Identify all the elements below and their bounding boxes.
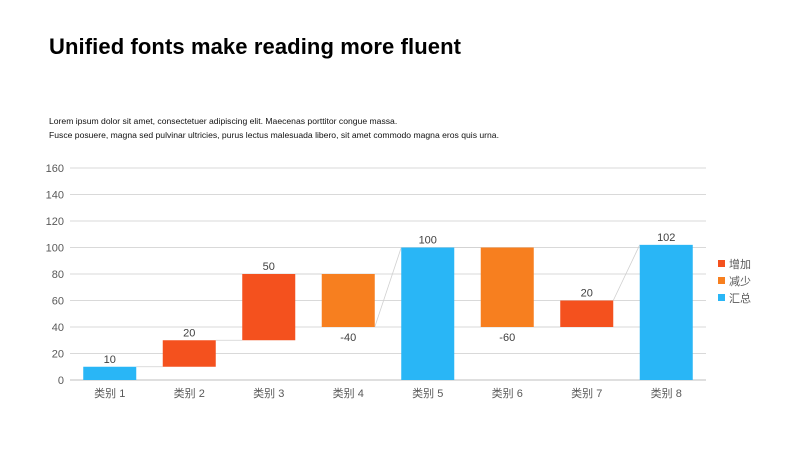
- x-tick-label: 类别 7: [571, 386, 602, 400]
- x-tick-label: 类别 8: [651, 386, 682, 400]
- slide-title: Unified fonts make reading more fluent: [49, 34, 462, 59]
- x-tick-label: 类别 4: [333, 386, 364, 400]
- y-tick-label: 60: [52, 296, 64, 308]
- legend-swatch-increase: [718, 260, 725, 267]
- legend-swatch-total: [718, 294, 725, 301]
- data-label: 102: [657, 232, 675, 244]
- bar-increase: [162, 340, 216, 367]
- x-tick-label: 类别 6: [492, 386, 523, 400]
- bar-increase: [560, 300, 614, 327]
- body-line-1: Lorem ipsum dolor sit amet, consectetuer…: [49, 116, 398, 126]
- legend-label: 减少: [729, 275, 751, 288]
- legend-label: 汇总: [729, 291, 751, 305]
- bar-total: [639, 244, 693, 380]
- data-label: 10: [104, 354, 116, 366]
- data-label: 20: [183, 327, 195, 339]
- connector-line: [612, 244, 641, 301]
- y-tick-label: 160: [46, 163, 64, 175]
- x-tick-label: 类别 1: [94, 386, 125, 400]
- body-line-2: Fusce posuere, magna sed pulvinar ultric…: [49, 130, 499, 140]
- data-label: 100: [419, 235, 437, 247]
- bar-total: [401, 247, 455, 380]
- legend-label: 增加: [729, 257, 751, 271]
- x-tick-label: 类别 2: [174, 386, 205, 400]
- bar-decrease: [321, 274, 375, 327]
- data-label: -60: [499, 332, 515, 344]
- y-tick-label: 120: [46, 216, 64, 228]
- body-text: Lorem ipsum dolor sit amet, consectetuer…: [49, 114, 499, 142]
- bar-increase: [242, 274, 296, 341]
- bar-total: [83, 366, 137, 380]
- y-tick-label: 0: [58, 375, 64, 387]
- data-label: 20: [581, 288, 593, 300]
- y-tick-label: 20: [52, 349, 64, 361]
- legend-swatch-decrease: [718, 277, 725, 284]
- y-tick-label: 40: [52, 322, 64, 334]
- y-tick-label: 80: [52, 269, 64, 281]
- connector-line: [374, 247, 402, 328]
- x-tick-label: 类别 5: [412, 386, 443, 400]
- data-label: -40: [340, 332, 356, 344]
- x-tick-label: 类别 3: [253, 386, 284, 400]
- y-tick-label: 100: [46, 243, 64, 255]
- bar-decrease: [480, 247, 534, 327]
- y-tick-label: 140: [46, 190, 64, 202]
- data-label: 50: [263, 261, 275, 273]
